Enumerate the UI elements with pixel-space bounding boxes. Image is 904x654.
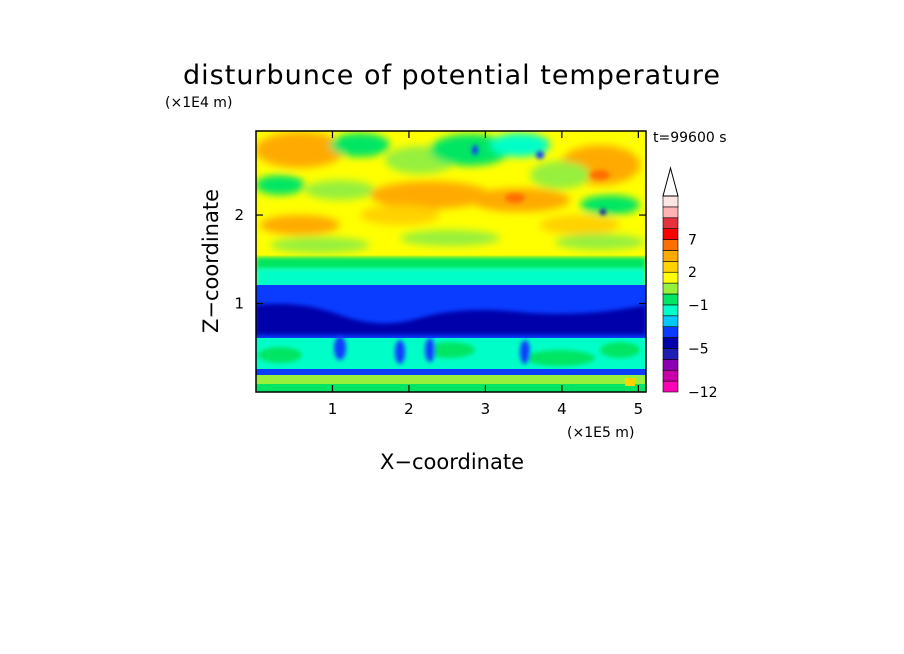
x-tick-label: 3 [481, 400, 491, 418]
colorbar: −12−5−127 [662, 166, 718, 401]
y-axis: 12 [234, 206, 646, 313]
plot-frame [255, 130, 647, 393]
colorbar-swatch [662, 195, 679, 208]
chart-title: disturbunce of potential temperature [183, 60, 721, 91]
colorbar-tick-label: −12 [688, 385, 718, 401]
y-tick-label: 2 [234, 206, 244, 224]
colorbar-tick-label: 7 [688, 233, 697, 249]
colorbar-swatch [662, 326, 679, 338]
x-tick-label: 5 [634, 400, 644, 418]
contour-field [256, 131, 646, 392]
colorbar-swatch [662, 359, 679, 371]
x-unit-label: (×1E5 m) [567, 425, 634, 441]
colorbar-swatch [662, 271, 679, 284]
colorbar-swatch [662, 239, 679, 251]
colorbar-swatch [662, 261, 679, 273]
y-axis-label: Z−coordinate [199, 189, 223, 333]
colorbar-tick-label: −1 [688, 298, 709, 314]
colorbar-swatch [662, 380, 679, 393]
colorbar-swatch [662, 250, 679, 262]
y-tick-label: 1 [234, 295, 244, 313]
colorbar-tick-label: −5 [688, 341, 709, 357]
colorbar-swatch [662, 206, 679, 219]
colorbar-swatch [662, 348, 679, 360]
colorbar-swatch [662, 304, 679, 317]
colorbar-extend-arrow [662, 166, 679, 197]
x-tick-label: 4 [557, 400, 567, 418]
x-axis: 1 2 3 4 5 [328, 131, 643, 418]
colorbar-swatch [662, 315, 679, 327]
x-tick-label: 2 [404, 400, 414, 418]
colorbar-tick-label: 2 [688, 265, 697, 281]
colorbar-swatch [662, 369, 679, 382]
colorbar-swatch [662, 228, 679, 240]
colorbar-swatch [662, 337, 679, 349]
y-unit-label: (×1E4 m) [165, 95, 232, 111]
colorbar-swatch [662, 217, 679, 229]
colorbar-swatch [662, 282, 679, 295]
x-tick-label: 1 [328, 400, 338, 418]
x-axis-label: X−coordinate [380, 450, 524, 474]
colorbar-swatch [662, 293, 679, 306]
time-label: t=99600 s [653, 130, 727, 146]
